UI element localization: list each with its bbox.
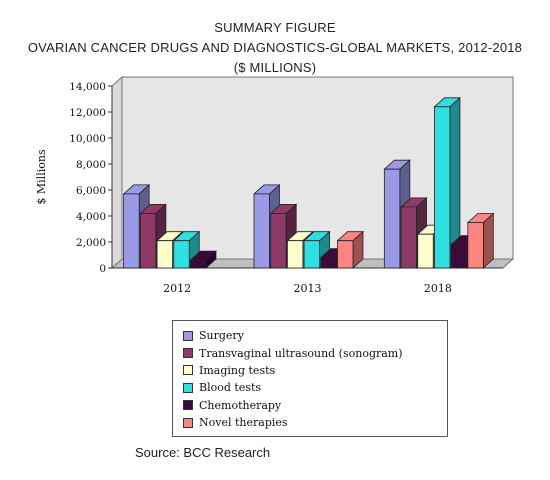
y-tick-label: 10,000 <box>69 133 106 145</box>
chart-title-line1: SUMMARY FIGURE <box>214 20 336 35</box>
chart-side-wall <box>111 75 123 270</box>
y-tick-label: 2,000 <box>76 237 106 249</box>
bar <box>190 259 207 269</box>
chart-titles: SUMMARY FIGURE OVARIAN CANCER DRUGS AND … <box>0 18 550 78</box>
legend-swatch <box>183 400 193 411</box>
legend-swatch <box>183 330 193 341</box>
y-tick-label: 12,000 <box>69 107 106 119</box>
bar <box>467 222 484 269</box>
bar <box>270 212 287 269</box>
bar <box>253 193 270 269</box>
legend-swatch <box>183 348 193 359</box>
bar <box>320 257 337 269</box>
bar <box>434 106 451 269</box>
bar-side <box>482 212 494 269</box>
legend-label: Blood tests <box>199 381 262 395</box>
bar <box>156 240 173 269</box>
y-tick-label: 0 <box>99 263 106 275</box>
legend-item: Novel therapies <box>173 414 447 431</box>
x-tick-label: 2013 <box>294 282 322 295</box>
bar <box>303 240 321 269</box>
source-note: Source: BCC Research <box>135 445 271 460</box>
bar <box>123 193 140 269</box>
legend-swatch <box>183 365 193 376</box>
legend-label: Chemotherapy <box>199 398 282 412</box>
legend-swatch <box>183 382 193 393</box>
bar <box>450 244 468 269</box>
legend-label: Transvaginal ultrasound (sonogram) <box>199 346 403 360</box>
bar <box>286 240 304 269</box>
y-tick-label: 6,000 <box>76 185 106 197</box>
bar <box>400 206 417 269</box>
x-tick-label: 2012 <box>163 282 191 295</box>
legend-label: Novel therapies <box>199 416 288 430</box>
legend-swatch <box>183 417 193 428</box>
y-axis-label: $ Millions <box>35 149 48 205</box>
y-tick-label: 8,000 <box>76 159 106 171</box>
legend-label: Surgery <box>199 329 244 343</box>
chart-legend: Surgery Transvaginal ultrasound (sonogram… <box>172 320 448 437</box>
bar <box>139 212 157 269</box>
legend-item: Imaging tests <box>173 362 447 379</box>
bar <box>417 233 434 269</box>
chart-title-line2: OVARIAN CANCER DRUGS AND DIAGNOSTICS-GLO… <box>27 40 523 55</box>
y-tick-label: 14,000 <box>69 81 106 93</box>
bar <box>173 240 190 269</box>
legend-label: Imaging tests <box>199 363 276 377</box>
x-tick-label: 2018 <box>424 282 452 295</box>
chart-title-line3: ($ MILLIONS) <box>233 60 317 75</box>
bar <box>337 240 354 269</box>
bar <box>383 168 401 269</box>
legend-item: Chemotherapy <box>173 397 447 414</box>
y-tick-label: 4,000 <box>76 211 106 223</box>
legend-item: Transvaginal ultrasound (sonogram) <box>173 344 447 361</box>
legend-item: Blood tests <box>173 379 447 396</box>
legend-item: Surgery <box>173 327 447 344</box>
